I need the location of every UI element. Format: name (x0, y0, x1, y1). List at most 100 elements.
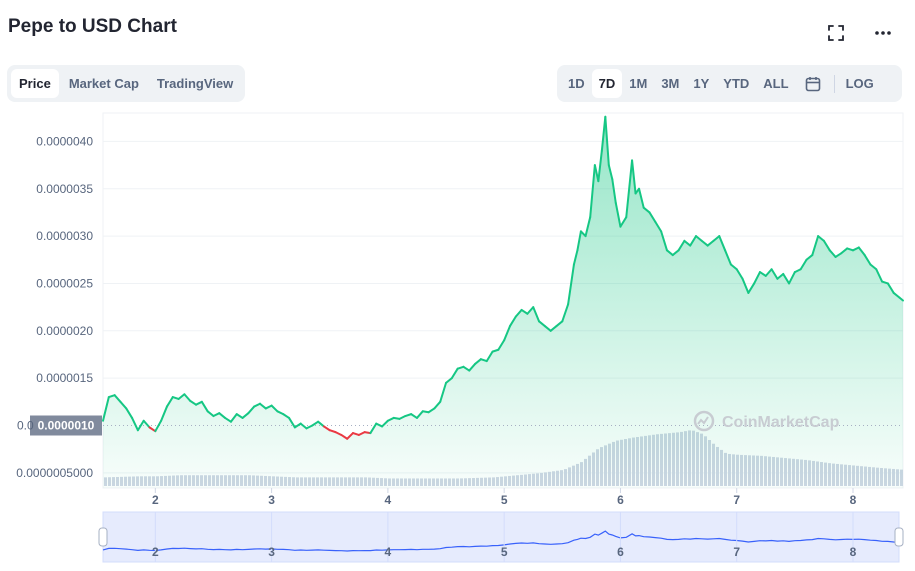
tab-3m[interactable]: 3M (661, 76, 680, 91)
price-segment (508, 315, 517, 328)
tab-1m[interactable]: 1M (629, 76, 648, 91)
price-segment (665, 249, 674, 257)
price-segment (869, 263, 878, 271)
price-segment (352, 432, 360, 436)
y-tick-label: 0.0000040 (36, 134, 93, 148)
price-segment (311, 420, 320, 427)
price-segment (119, 400, 128, 410)
tab-ytd[interactable]: YTD (723, 76, 750, 91)
price-segment (264, 404, 273, 410)
price-segment (235, 413, 244, 419)
price-segment (404, 413, 413, 418)
price-segment (741, 277, 750, 294)
price-segment (456, 365, 465, 370)
price-line (102, 115, 904, 440)
price-segment (706, 239, 715, 247)
price-segment (671, 249, 680, 257)
price-segment (485, 350, 494, 363)
price-segment (160, 405, 168, 422)
price-segment (282, 413, 291, 419)
price-segment (229, 413, 238, 423)
price-segment (102, 396, 110, 422)
price-segment (305, 424, 314, 430)
tab-market-cap[interactable]: Market Cap (68, 76, 139, 91)
price-segment (638, 187, 645, 209)
navigator-x-labels: 2 3 4 5 6 7 8 (152, 512, 857, 562)
y-tick-label: 0.0000030 (36, 229, 93, 243)
price-segment (131, 416, 139, 432)
navigator-x-label: 6 (617, 545, 624, 559)
tab-1d[interactable]: 1D (568, 76, 585, 91)
price-segment (433, 400, 442, 410)
y-tick-label: 0.0000015 (36, 371, 93, 385)
navigator[interactable] (102, 511, 900, 563)
price-segment (607, 164, 614, 181)
tab-tradingview[interactable]: TradingView (156, 76, 234, 91)
price-segment (776, 272, 785, 280)
log-toggle[interactable]: LOG (845, 76, 874, 91)
x-tick-label: 4 (385, 493, 392, 507)
price-segment (805, 254, 814, 261)
more-icon[interactable] (872, 22, 894, 44)
x-tick-label: 3 (268, 493, 275, 507)
price-segment (183, 393, 192, 402)
price-segment (322, 425, 331, 432)
calendar-icon[interactable] (796, 75, 830, 93)
x-tick-label: 6 (617, 493, 624, 507)
price-segment (532, 306, 541, 323)
price-segment (886, 282, 895, 294)
price-segment (113, 394, 122, 403)
tab-price[interactable]: Price (11, 69, 59, 98)
price-segment (142, 419, 151, 429)
price-segment (177, 393, 186, 400)
price-segment (148, 426, 157, 433)
price-fragment: 0.0 (17, 419, 34, 433)
price-segment (604, 115, 610, 167)
x-tick-label: 7 (733, 493, 740, 507)
price-segment (834, 252, 843, 258)
price-segment (125, 407, 134, 419)
price-segment (811, 235, 820, 257)
price-segment (538, 320, 546, 328)
navigator-right-handle[interactable] (894, 527, 904, 547)
price-segment (648, 211, 657, 223)
price-segment (892, 291, 901, 299)
price-segment (450, 367, 459, 380)
price-segment (758, 271, 767, 277)
watermark: CoinMarketCap (722, 414, 840, 431)
price-segment (462, 365, 471, 372)
tab-1y[interactable]: 1Y (693, 76, 710, 91)
price-segment (195, 400, 203, 406)
navigator-line (102, 530, 904, 552)
price-segment (171, 396, 180, 400)
price-segment (381, 419, 389, 428)
price-chart[interactable]: 0.00000400.00000350.00000300.00000250.00… (0, 110, 915, 571)
range-tabs: 1D 7D 1M 3M 1Y YTD ALL LOG (557, 65, 902, 102)
navigator-left-handle[interactable] (98, 527, 108, 547)
price-segment (729, 263, 738, 271)
price-segment (770, 268, 779, 280)
price-segment (253, 402, 261, 408)
price-segment (683, 239, 692, 247)
tab-all[interactable]: ALL (763, 76, 789, 91)
price-segment (747, 282, 756, 294)
fullscreen-icon[interactable] (825, 22, 847, 44)
price-segment (567, 263, 575, 306)
price-segment (555, 320, 564, 328)
navigator-x-label: 7 (733, 545, 740, 559)
price-area (103, 116, 903, 489)
y-tick-label: 0.0000035 (36, 182, 93, 196)
price-segment (427, 407, 436, 414)
tab-7d[interactable]: 7D (591, 69, 623, 98)
price-segment (724, 249, 732, 266)
x-tick-label: 2 (152, 493, 159, 507)
divider (833, 74, 835, 93)
price-segment (689, 235, 698, 247)
price-segment (561, 303, 570, 323)
price-segment (258, 402, 267, 410)
price-segment (346, 432, 354, 440)
price-segment (189, 399, 198, 406)
price-segment (241, 412, 250, 419)
y-axis: 0.00000400.00000350.00000300.00000250.00… (16, 134, 93, 479)
price-segment (881, 280, 889, 285)
